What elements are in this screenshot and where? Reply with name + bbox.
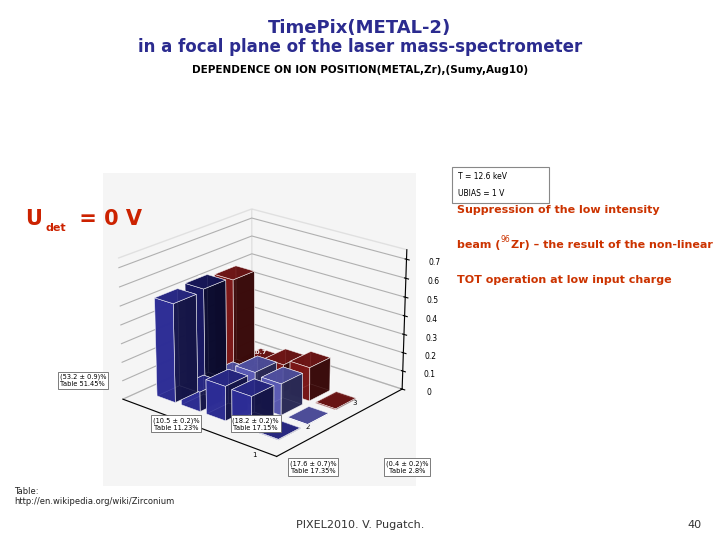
Text: beam (: beam (	[457, 240, 500, 251]
Text: = 0 V: = 0 V	[72, 208, 142, 229]
Text: Zr) – the result of the non-linear: Zr) – the result of the non-linear	[511, 240, 713, 251]
Text: U: U	[25, 208, 42, 229]
Text: det: det	[45, 224, 66, 233]
Text: (0.4 ± 0.2)%
Table 2.8%: (0.4 ± 0.2)% Table 2.8%	[385, 460, 428, 474]
Text: (17.6 ± 0.7)%
Table 17.35%: (17.6 ± 0.7)% Table 17.35%	[290, 460, 336, 474]
Text: (18.2 ± 0.2)%
Table 17.15%: (18.2 ± 0.2)% Table 17.15%	[233, 417, 279, 431]
Text: 40: 40	[688, 520, 702, 530]
Text: TOT operation at low input charge: TOT operation at low input charge	[457, 275, 672, 286]
Text: Table:
http://en.wikipedia.org/wiki/Zirconium: Table: http://en.wikipedia.org/wiki/Zirc…	[14, 487, 175, 507]
Text: 96: 96	[500, 235, 510, 244]
Text: TimePix(METAL-2): TimePix(METAL-2)	[269, 19, 451, 37]
Text: (53.2 ± 0.9)%
Table 51.45%: (53.2 ± 0.9)% Table 51.45%	[60, 374, 106, 388]
Text: PIXEL2010. V. Pugatch.: PIXEL2010. V. Pugatch.	[296, 520, 424, 530]
Text: DEPENDENCE ON ION POSITION(METAL,Zr),(Sumy,Aug10): DEPENDENCE ON ION POSITION(METAL,Zr),(Su…	[192, 65, 528, 75]
FancyBboxPatch shape	[452, 167, 549, 203]
Text: UBIAS = 1 V: UBIAS = 1 V	[458, 190, 505, 198]
Text: (10.5 ± 0.2)%
Table 11.23%: (10.5 ± 0.2)% Table 11.23%	[153, 417, 199, 431]
Text: Suppression of the low intensity: Suppression of the low intensity	[457, 205, 660, 215]
Text: in a focal plane of the laser mass-spectrometer: in a focal plane of the laser mass-spect…	[138, 38, 582, 56]
Text: T = 12.6 keV: T = 12.6 keV	[458, 172, 507, 180]
